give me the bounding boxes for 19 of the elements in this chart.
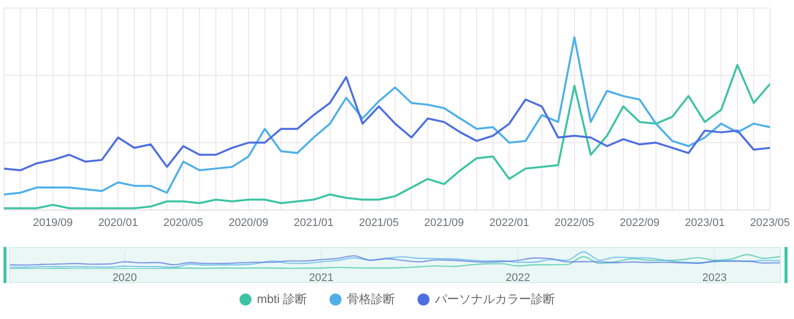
legend-label: mbti 診断: [256, 291, 307, 308]
x-tick-label: 2020/09: [228, 216, 268, 229]
x-tick-label: 2020/01: [98, 216, 138, 229]
x-tick-label: 2022/01: [489, 216, 530, 229]
legend-label: 骨格診断: [347, 291, 395, 308]
x-tick-label: 2022: [506, 272, 530, 284]
x-tick-label: 2023/05: [750, 216, 790, 229]
x-tick-label: 2020/05: [163, 216, 204, 229]
x-tick-label: 2023: [702, 272, 727, 284]
x-tick-label: 2021: [309, 272, 334, 284]
legend-label: パーソナルカラー診断: [435, 291, 555, 308]
x-tick-label: 2021/01: [294, 216, 334, 229]
x-tick-label: 2021/09: [424, 216, 464, 229]
x-tick-label: 2023/01: [684, 216, 725, 229]
x-tick-label: 2022/09: [620, 216, 660, 229]
x-tick-label: 2022/05: [554, 216, 594, 229]
x-tick-label: 2021/05: [358, 216, 399, 229]
x-tick-label: 2019/09: [33, 216, 73, 229]
x-tick-label: 2020: [112, 272, 137, 284]
